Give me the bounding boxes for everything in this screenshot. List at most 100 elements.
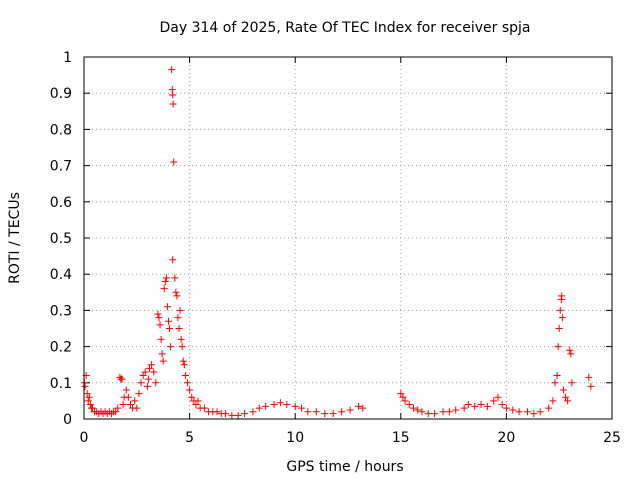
data-point bbox=[270, 401, 278, 409]
data-point bbox=[321, 410, 329, 418]
data-point bbox=[213, 408, 221, 416]
data-point bbox=[122, 386, 130, 394]
data-point bbox=[124, 393, 132, 401]
data-point bbox=[551, 379, 559, 387]
data-point bbox=[131, 397, 139, 405]
data-point bbox=[154, 310, 162, 318]
data-point bbox=[194, 397, 202, 405]
data-point bbox=[494, 393, 502, 401]
data-point bbox=[549, 397, 557, 405]
y-tick-label: 0.9 bbox=[50, 86, 72, 102]
data-point bbox=[234, 411, 242, 419]
x-axis-label: GPS time / hours bbox=[286, 459, 403, 475]
data-point bbox=[156, 321, 164, 329]
data-point bbox=[445, 408, 453, 416]
x-tick-label: 5 bbox=[185, 430, 194, 446]
data-point bbox=[168, 66, 176, 74]
data-point bbox=[249, 408, 257, 416]
data-point bbox=[169, 91, 177, 99]
data-point bbox=[241, 410, 249, 418]
data-point bbox=[166, 325, 174, 332]
data-point bbox=[424, 410, 432, 418]
data-point bbox=[562, 393, 570, 401]
x-tick-label: 0 bbox=[80, 430, 89, 446]
data-point bbox=[524, 408, 532, 416]
data-point bbox=[556, 306, 564, 314]
data-point bbox=[174, 314, 182, 322]
data-point bbox=[567, 350, 575, 358]
data-point bbox=[171, 274, 179, 282]
data-point bbox=[502, 404, 510, 412]
data-point bbox=[175, 325, 183, 332]
data-point bbox=[228, 411, 236, 419]
data-point bbox=[414, 406, 422, 414]
data-point bbox=[585, 373, 593, 381]
data-point bbox=[555, 325, 563, 332]
data-point bbox=[283, 401, 291, 409]
data-point bbox=[509, 406, 517, 414]
data-point bbox=[126, 401, 134, 409]
data-point bbox=[162, 274, 170, 282]
data-point bbox=[471, 402, 479, 410]
data-point bbox=[192, 401, 200, 409]
y-tick-label: 0.4 bbox=[50, 267, 72, 283]
data-point bbox=[160, 285, 168, 293]
y-tick-label: 0.5 bbox=[50, 231, 72, 247]
data-point bbox=[401, 397, 409, 405]
data-point bbox=[161, 277, 169, 285]
data-point bbox=[452, 406, 460, 414]
data-point bbox=[86, 401, 94, 409]
y-tick-label: 1 bbox=[63, 50, 72, 66]
x-tick-label: 25 bbox=[603, 430, 621, 446]
y-tick-label: 0.8 bbox=[50, 122, 72, 138]
data-point bbox=[139, 372, 147, 380]
grid bbox=[84, 57, 612, 419]
data-point bbox=[418, 408, 426, 416]
data-point bbox=[141, 368, 149, 376]
data-point bbox=[84, 397, 92, 405]
data-point bbox=[554, 343, 562, 351]
x-tick-label: 15 bbox=[392, 430, 410, 446]
data-point bbox=[173, 292, 181, 300]
data-point bbox=[200, 404, 208, 412]
data-point bbox=[439, 408, 447, 416]
data-point bbox=[346, 406, 354, 414]
data-point bbox=[338, 408, 346, 416]
data-point bbox=[536, 408, 544, 416]
data-point bbox=[558, 314, 566, 322]
data-point bbox=[498, 401, 506, 409]
y-tick-label: 0.7 bbox=[50, 159, 72, 175]
data-point bbox=[172, 288, 180, 296]
data-point bbox=[304, 408, 312, 416]
data-point bbox=[169, 256, 177, 264]
data-point bbox=[183, 379, 191, 387]
data-point bbox=[515, 408, 523, 416]
data-point bbox=[409, 404, 417, 412]
data-point bbox=[150, 368, 158, 376]
data-point bbox=[178, 343, 186, 351]
data-point bbox=[163, 303, 171, 311]
chart-title: Day 314 of 2025, Rate Of TEC Index for r… bbox=[159, 20, 530, 36]
data-point bbox=[177, 335, 185, 343]
data-point bbox=[169, 100, 177, 108]
data-point bbox=[399, 393, 407, 401]
y-tick-label: 0.2 bbox=[50, 340, 72, 356]
data-point bbox=[179, 357, 187, 365]
data-point bbox=[490, 397, 498, 405]
data-point bbox=[85, 393, 93, 401]
data-point bbox=[545, 404, 553, 412]
y-tick-label: 0.6 bbox=[50, 195, 72, 211]
data-point bbox=[158, 350, 166, 358]
data-point bbox=[159, 357, 167, 365]
data-point bbox=[152, 379, 160, 387]
data-point bbox=[180, 361, 188, 369]
data-point bbox=[255, 404, 263, 412]
data-point bbox=[477, 401, 485, 409]
data-point bbox=[405, 401, 413, 409]
data-point bbox=[558, 292, 566, 300]
data-point bbox=[181, 372, 189, 380]
data-point bbox=[112, 408, 120, 416]
data-point bbox=[133, 404, 141, 412]
data-point bbox=[145, 364, 153, 372]
